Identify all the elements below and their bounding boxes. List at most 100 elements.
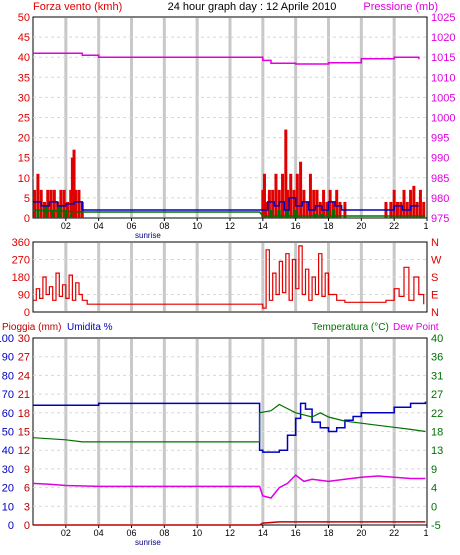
temperature-tick-label: 18	[431, 427, 443, 439]
wind-min-bar	[51, 209, 55, 218]
wind-tick-label: 50	[18, 12, 30, 24]
compass-tick-label: N	[431, 307, 439, 319]
gust-bar	[399, 201, 403, 218]
sunrise-label: sunrise	[135, 231, 161, 240]
x-tick-label: 08	[159, 528, 169, 538]
wind-min-bar	[331, 209, 335, 218]
gust-bar	[305, 201, 309, 218]
compass-tick-label: S	[431, 272, 438, 284]
gust-bar	[284, 129, 288, 218]
wind-tick-label: 20	[18, 133, 30, 145]
wind-tick-label: 15	[18, 153, 30, 165]
x-tick-label: 16	[291, 528, 301, 538]
humidity-tick-label: 30	[2, 464, 14, 476]
rain-axis-label: Pioggia (mm)	[2, 322, 61, 333]
temperature-tick-label: 0	[431, 501, 437, 513]
compass-tick-label: N	[431, 237, 439, 249]
rain-tick-label: 18	[18, 408, 30, 420]
wind-tick-label: 40	[18, 52, 30, 64]
wind-min-bar	[269, 209, 273, 218]
gust-bar	[77, 189, 81, 218]
pressure-tick-label: 1010	[431, 72, 455, 84]
wind-min-bar	[327, 209, 330, 218]
x-tick-label: 04	[94, 528, 104, 538]
gust-bar	[318, 201, 322, 218]
x-tick-label: 02	[61, 528, 71, 538]
wind-min-bar	[277, 209, 281, 218]
gust-bar	[338, 201, 342, 218]
rain-tick-label: 0	[24, 520, 30, 532]
humidity-tick-label: 60	[2, 408, 14, 420]
gust-bar	[46, 189, 50, 218]
x-tick-label: 20	[356, 528, 366, 538]
x-tick-label: 16	[291, 221, 301, 231]
gust-bar	[302, 189, 306, 218]
gust-bar	[36, 173, 40, 218]
temperature-tick-label: 9	[431, 464, 437, 476]
humidity-axis-label: Umidita %	[67, 322, 113, 333]
wind-tick-label: 25	[18, 113, 30, 125]
dewpoint-line	[32, 474, 426, 499]
rain-tick-label: 6	[24, 483, 30, 495]
x-tick-label: 22	[389, 528, 399, 538]
rain-tick-label: 24	[18, 370, 30, 382]
wind-tick-label: 35	[18, 72, 30, 84]
wind-min-bar	[69, 213, 73, 218]
temperature-tick-label: 40	[431, 333, 443, 345]
wind-min-bar	[44, 205, 48, 218]
pressure-tick-label: 975	[431, 213, 449, 225]
humidity-tick-label: 10	[2, 501, 14, 513]
x-tick-label: 06	[126, 221, 136, 231]
gust-bar	[33, 189, 37, 218]
rain-tick-label: 9	[24, 464, 30, 476]
gust-bar	[295, 173, 299, 218]
pressure-tick-label: 1015	[431, 52, 455, 64]
x-tick-label: 12	[225, 221, 235, 231]
direction-tick-label: 180	[12, 272, 30, 284]
wind-tick-label: 5	[24, 193, 30, 205]
rain-tick-label: 15	[18, 427, 30, 439]
wind-tick-label: 30	[18, 92, 30, 104]
gust-bar	[418, 189, 422, 218]
gust-bar	[59, 189, 63, 218]
wind-axis-label: Forza vento (kmh)	[33, 1, 122, 13]
humidity-line	[33, 401, 427, 453]
pressure-tick-label: 980	[431, 193, 449, 205]
compass-tick-label: W	[431, 255, 442, 267]
gust-bar	[422, 201, 426, 218]
wind-tick-label: 0	[24, 213, 30, 225]
gust-bar	[335, 189, 339, 218]
x-tick-label: 12	[225, 528, 235, 538]
gust-bar	[261, 189, 265, 218]
wind-min-bar	[36, 209, 40, 218]
temperature-tick-label: 22	[431, 408, 443, 420]
x-tick-label: 1	[423, 221, 428, 231]
chart-title: 24 hour graph day : 12 Aprile 2010	[168, 1, 337, 13]
x-tick-label: 14	[258, 221, 268, 231]
gust-bar	[65, 201, 69, 218]
wind-min-bar	[294, 209, 298, 218]
wind-base-line	[32, 209, 426, 217]
direction-tick-label: 360	[12, 237, 30, 249]
pressure-tick-label: 985	[431, 173, 449, 185]
temperature-tick-label: 13	[431, 445, 443, 457]
temperature-tick-label: 4	[431, 483, 437, 495]
gust-bar	[74, 189, 78, 218]
humidity-tick-label: 50	[2, 427, 14, 439]
wind-min-bar	[64, 209, 68, 218]
humidity-tick-label: 100	[0, 333, 14, 345]
x-tick-label: 14	[258, 528, 268, 538]
gust-bar	[62, 189, 66, 218]
gust-bar	[281, 173, 285, 218]
direction-tick-label: 270	[12, 255, 30, 267]
rain-tick-label: 21	[18, 389, 30, 401]
x-tick-label: 18	[323, 221, 333, 231]
temperature-tick-label: 31	[431, 370, 443, 382]
gust-bar	[308, 173, 312, 218]
gust-bar	[72, 149, 76, 218]
humidity-tick-label: 70	[2, 389, 14, 401]
dewpoint-axis-label: Dew Point	[393, 322, 439, 333]
gust-bar	[415, 201, 419, 218]
x-tick-label: 1	[423, 528, 428, 538]
pressure-tick-label: 1005	[431, 92, 455, 104]
